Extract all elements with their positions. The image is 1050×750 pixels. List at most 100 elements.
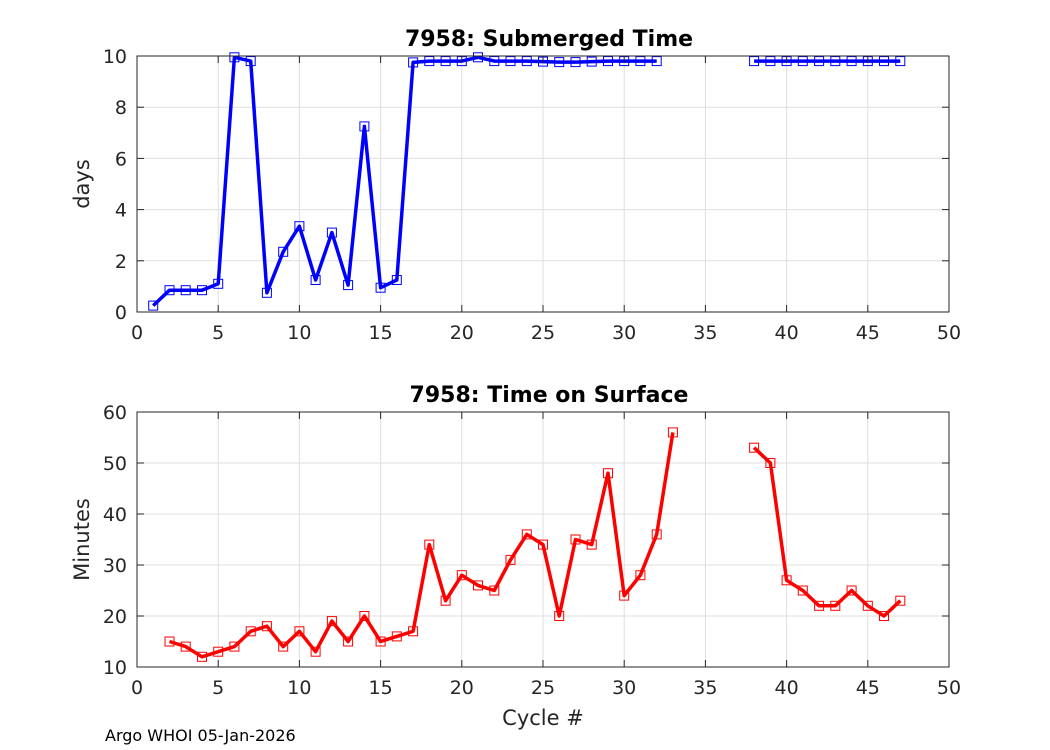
submerged-data-point [554, 57, 565, 68]
surface-data-point [359, 611, 370, 621]
submerged-data-point [391, 275, 402, 285]
surface-x-tick-label: 50 [937, 677, 961, 699]
surface-data-point [846, 585, 857, 596]
submerged-data-point [603, 56, 613, 67]
submerged-data-point [846, 56, 857, 67]
surface-data-point [326, 616, 337, 627]
submerged-y-tick-label: 10 [103, 46, 127, 68]
surface-y-tick-label: 50 [103, 453, 127, 475]
footer-credit: Argo WHOI 05-Jan-2026 [105, 726, 296, 745]
submerged-data-point [505, 56, 516, 67]
surface-series-line [168, 432, 675, 659]
submerged-data-point [359, 121, 370, 132]
surface-data-point [830, 600, 841, 611]
submerged-data-point [749, 56, 760, 67]
surface-data-point [603, 468, 613, 479]
submerged-data-point [310, 275, 321, 285]
surface-data-point [261, 621, 272, 632]
surface-data-point [229, 641, 240, 652]
surface-x-tick-label: 20 [450, 677, 474, 699]
surface-data-point [814, 600, 825, 611]
surface-y-tick-label: 60 [103, 402, 127, 424]
surface-data-point [310, 646, 321, 657]
surface-x-tick-label: 30 [612, 677, 636, 699]
surface-data-point [197, 651, 207, 662]
surface-data-point [473, 580, 483, 591]
surface-series-line [752, 446, 902, 618]
submerged-x-tick-label: 45 [856, 322, 880, 344]
submerged-series-line [151, 55, 657, 307]
surface-data-point [765, 458, 776, 468]
submerged-data-point [261, 287, 272, 298]
submerged-data-point [213, 278, 224, 289]
submerged-data-point [148, 300, 159, 311]
surface-data-point [619, 590, 630, 601]
surface-data-point [667, 427, 678, 438]
surface-time-ylabel: Minutes [70, 498, 94, 581]
surface-data-point [895, 595, 906, 606]
surface-y-tick-label: 30 [103, 555, 127, 577]
submerged-data-point [830, 56, 841, 67]
submerged-time-ylabel: days [70, 159, 94, 209]
submerged-x-tick-label: 30 [612, 322, 636, 344]
surface-x-tick-label: 35 [693, 677, 717, 699]
surface-data-point [456, 570, 467, 581]
surface-data-point [245, 626, 256, 637]
surface-data-point [781, 575, 792, 586]
surface-x-tick-label: 25 [531, 677, 555, 699]
surface-data-point [651, 529, 662, 540]
submerged-data-point [473, 52, 483, 63]
surface-data-point [180, 641, 191, 652]
surface-data-point [570, 534, 581, 545]
surface-y-tick-label: 20 [103, 606, 127, 628]
submerged-x-tick-label: 50 [937, 322, 961, 344]
submerged-data-point [570, 57, 581, 68]
submerged-data-point [326, 227, 337, 238]
submerged-x-tick-label: 0 [131, 322, 143, 344]
submerged-x-tick-label: 5 [212, 322, 224, 344]
submerged-y-tick-label: 0 [115, 302, 127, 324]
submerged-data-point [440, 56, 451, 67]
surface-data-point [505, 554, 516, 565]
surface-time-chart: 0 5 10 15 20 25 30 35 40 45 50 10 20 30 40 50 60 7958: Ti… [70, 383, 961, 730]
submerged-x-tick-label: 10 [287, 322, 311, 344]
surface-data-point [879, 611, 889, 621]
submerged-data-point [343, 280, 354, 291]
submerged-y-tick-label: 6 [115, 148, 127, 170]
surface-x-tick-label: 0 [131, 677, 143, 699]
submerged-data-point [245, 56, 256, 67]
submerged-data-point [895, 56, 906, 67]
submerged-data-point [408, 57, 419, 68]
submerged-x-tick-label: 15 [369, 322, 393, 344]
submerged-time-chart: 0 5 10 15 20 25 30 35 40 45 50 0 2 4 6 8 10 7958: Submerg… [70, 27, 961, 344]
surface-data-point [586, 539, 597, 550]
submerged-x-tick-label: 25 [531, 322, 555, 344]
surface-x-tick-label: 15 [369, 677, 393, 699]
surface-x-tick-label: 40 [775, 677, 799, 699]
submerged-data-point [294, 221, 305, 232]
submerged-data-point [229, 52, 240, 63]
surface-y-tick-label: 10 [103, 657, 127, 679]
surface-y-tick-label: 40 [103, 504, 127, 526]
submerged-data-point [424, 56, 435, 67]
surface-data-point [521, 529, 532, 540]
submerged-x-tick-label: 20 [450, 322, 474, 344]
surface-data-point [278, 641, 289, 652]
submerged-data-point [651, 56, 662, 67]
surface-data-point [862, 600, 873, 611]
submerged-data-point [765, 56, 776, 67]
submerged-data-point [635, 56, 646, 67]
submerged-data-point [879, 56, 889, 67]
submerged-y-tick-label: 2 [115, 251, 127, 273]
surface-data-point [489, 585, 500, 596]
submerged-data-point [197, 285, 207, 296]
submerged-data-point [180, 285, 191, 296]
submerged-x-tick-label: 35 [693, 322, 717, 344]
submerged-data-point [164, 285, 175, 296]
submerged-data-point [586, 56, 597, 67]
surface-data-point [554, 611, 565, 621]
submerged-time-title: 7958: Submerged Time [405, 27, 693, 52]
submerged-y-tick-label: 4 [115, 200, 127, 222]
submerged-data-point [489, 56, 500, 67]
